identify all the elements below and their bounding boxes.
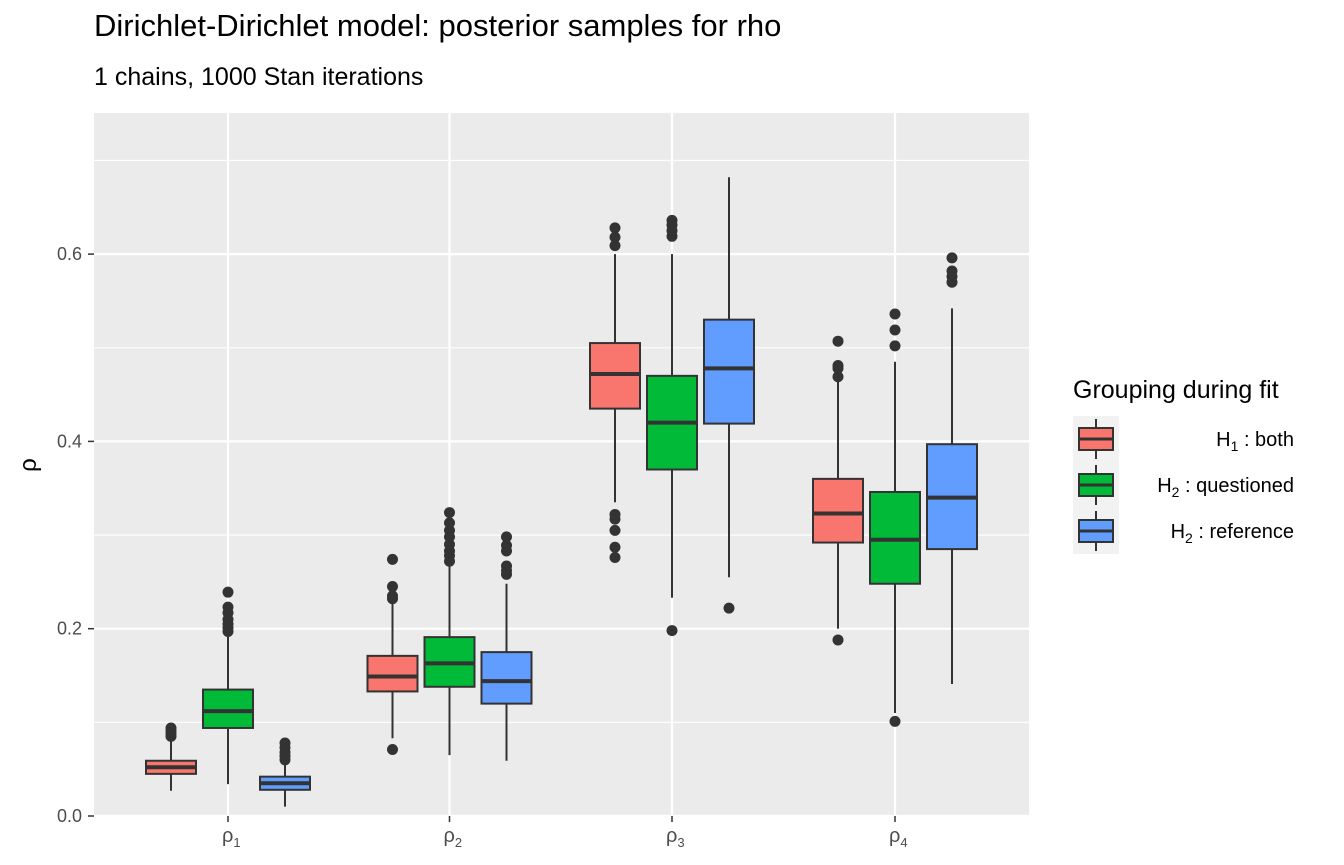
box-group <box>589 222 641 564</box>
box-group <box>812 335 864 646</box>
box-group <box>202 586 254 785</box>
outlier-point <box>832 634 844 646</box>
outlier-point <box>165 722 177 734</box>
legend-entry: H1 : both <box>1073 416 1294 462</box>
box-group <box>366 553 419 756</box>
box-iqr <box>703 318 755 425</box>
outlier-point <box>387 744 398 756</box>
box-group <box>423 507 476 756</box>
box-group <box>480 531 533 761</box>
outlier-point <box>666 214 678 226</box>
major-gridlines <box>94 113 1029 818</box>
outlier-point <box>609 222 621 234</box>
y-tick-label: 0.6 <box>57 244 82 264</box>
outlier-point <box>946 265 958 277</box>
y-axis-label: ρ <box>15 458 42 472</box>
box-iqr <box>480 651 533 705</box>
x-tick-label: ρ1 <box>222 825 241 850</box>
y-axis: 0.0 0.2 0.4 0.6 <box>57 244 94 826</box>
outlier-point <box>387 553 398 565</box>
x-tick-label: ρ2 <box>444 825 463 850</box>
box-iqr <box>812 477 864 544</box>
box-group <box>869 308 921 727</box>
box-group <box>259 737 311 807</box>
legend-label: H2 : questioned <box>1157 475 1294 500</box>
outlier-point <box>946 252 958 264</box>
outlier-point <box>609 552 621 564</box>
outlier-point <box>889 308 901 320</box>
box-group <box>145 722 197 791</box>
y-tick-label: 0.0 <box>57 806 82 826</box>
outlier-point <box>501 531 512 543</box>
outlier-point <box>832 335 844 347</box>
outlier-point <box>889 715 901 727</box>
outlier-point <box>501 539 512 551</box>
box-group <box>646 214 698 637</box>
x-tick-label: ρ4 <box>889 825 908 850</box>
outlier-point <box>444 507 455 519</box>
outlier-point <box>444 517 455 529</box>
outlier-point <box>889 340 901 352</box>
x-tick-label: ρ3 <box>666 825 685 850</box>
legend: Grouping during fit H1 : both H2 : questi… <box>1073 376 1294 554</box>
outlier-point <box>222 586 234 598</box>
box-group <box>703 177 755 614</box>
chart-subtitle: 1 chains, 1000 Stan iterations <box>94 63 424 91</box>
outlier-point <box>387 581 398 593</box>
outlier-point <box>279 737 291 749</box>
outlier-point <box>387 590 398 602</box>
y-tick-label: 0.4 <box>57 431 82 451</box>
y-tick-label: 0.2 <box>57 619 82 639</box>
box-layer <box>145 177 978 807</box>
outlier-point <box>222 601 234 613</box>
outlier-point <box>609 231 621 243</box>
outlier-point <box>723 602 735 614</box>
legend-entry: H2 : reference <box>1073 508 1294 554</box>
outlier-point <box>609 508 621 520</box>
legend-entry: H2 : questioned <box>1073 462 1294 508</box>
legend-label: H2 : reference <box>1171 521 1294 546</box>
legend-title: Grouping during fit <box>1073 376 1279 404</box>
outlier-point <box>832 360 844 372</box>
outlier-point <box>666 625 678 637</box>
outlier-point <box>609 541 621 553</box>
outlier-point <box>609 240 621 252</box>
box-group <box>926 252 978 684</box>
outlier-point <box>501 560 512 572</box>
x-axis: ρ1 ρ2 ρ3 ρ4 <box>222 816 908 850</box>
box-iqr <box>202 688 254 729</box>
box-iqr <box>366 654 419 693</box>
outlier-point <box>889 324 901 336</box>
chart-title: Dirichlet-Dirichlet model: posterior sam… <box>94 8 782 43</box>
outlier-point <box>609 524 621 536</box>
outlier-point <box>832 371 844 383</box>
legend-label: H1 : both <box>1216 429 1294 454</box>
